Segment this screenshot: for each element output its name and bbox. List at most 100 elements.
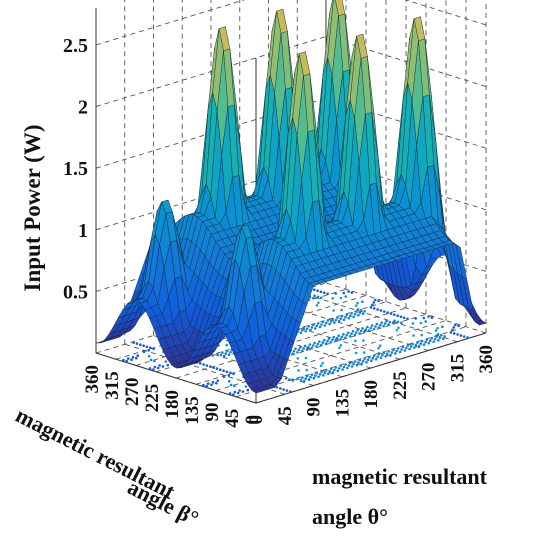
axis-edge [95, 352, 257, 404]
contour-point [359, 329, 363, 333]
contour-point [296, 351, 299, 354]
contour-point [316, 295, 320, 299]
contour-point [420, 339, 424, 343]
contour-point [436, 326, 439, 330]
contour-point [305, 348, 309, 351]
contour-point [327, 337, 331, 340]
contour-point [333, 368, 336, 372]
contour-point [371, 303, 374, 307]
contour-point [307, 378, 311, 382]
contour-point [316, 342, 320, 346]
contour-point [412, 334, 415, 337]
contour-point [302, 326, 306, 330]
contour-point [347, 364, 351, 367]
contour-point [307, 345, 310, 349]
contour-point [153, 365, 157, 369]
contour-point [211, 380, 215, 384]
contour-point [308, 343, 312, 346]
contour-point [395, 329, 399, 332]
contour-point [319, 290, 323, 294]
contour-point [304, 330, 308, 333]
contour-point [328, 322, 331, 326]
contour-point [387, 350, 390, 353]
contour-point [381, 354, 384, 357]
contour-point [422, 343, 426, 347]
contour-point [211, 354, 215, 357]
contour-point [385, 352, 389, 356]
contour-point [386, 311, 389, 314]
contour-point [215, 381, 218, 385]
contour-point [347, 290, 350, 293]
contour-point [321, 361, 324, 365]
contour-point [316, 289, 319, 293]
contour-point [350, 291, 354, 294]
contour-point [309, 375, 312, 379]
contour-point [311, 296, 315, 300]
contour-point [153, 359, 156, 363]
theta-tick-label: 315 [447, 354, 468, 383]
contour-point [391, 321, 395, 325]
contour-point [317, 301, 320, 305]
contour-point [389, 312, 393, 315]
contour-point [291, 352, 294, 356]
contour-point [378, 344, 382, 348]
contour-point [368, 355, 371, 359]
contour-point [241, 390, 245, 393]
grid-line [297, 291, 458, 343]
contour-point [349, 361, 352, 365]
contour-point [382, 351, 386, 355]
contour-point [299, 346, 302, 349]
contour-point [331, 338, 334, 342]
contour-point [339, 364, 343, 368]
contour-point [358, 358, 362, 362]
contour-point [285, 389, 289, 392]
contour-point [301, 376, 304, 379]
contour-point [401, 345, 405, 349]
contour-point [224, 352, 227, 355]
contour-point [435, 335, 438, 339]
contour-point [310, 346, 314, 350]
contour-point [354, 339, 357, 343]
contour-point [275, 386, 279, 389]
contour-point [382, 324, 385, 328]
contour-point [417, 344, 421, 348]
contour-point [233, 390, 237, 394]
contour-point [347, 316, 351, 320]
contour-point [456, 333, 459, 336]
contour-point [333, 321, 336, 324]
contour-point [332, 335, 336, 339]
grid-line [325, 36, 487, 88]
contour-point [366, 358, 370, 362]
contour-point [158, 364, 161, 367]
contour-point [361, 300, 364, 304]
contour-point [315, 304, 319, 307]
contour-point [336, 316, 339, 319]
contour-point [325, 369, 328, 372]
contour-point [408, 347, 411, 351]
contour-point [420, 333, 424, 337]
contour-point [279, 387, 282, 390]
contour-point [354, 351, 358, 355]
contour-point [449, 331, 453, 334]
contour-point [320, 323, 323, 326]
contour-point [312, 376, 316, 380]
theta-tick-label: 0 [246, 415, 267, 425]
contour-point [315, 371, 319, 375]
contour-point [299, 331, 303, 335]
contour-point [344, 295, 348, 298]
contour-point [406, 344, 410, 347]
contour-point [329, 320, 333, 323]
contour-point [452, 326, 456, 329]
contour-point [149, 346, 152, 350]
contour-point [331, 317, 334, 321]
contour-point [443, 335, 446, 338]
contour-point [365, 360, 368, 364]
contour-point [336, 369, 340, 373]
contour-point [227, 353, 231, 357]
contour-point [372, 327, 376, 331]
contour-point [358, 332, 361, 335]
beta-tick-label: 315 [102, 371, 123, 400]
contour-point [314, 327, 317, 330]
contour-point [312, 323, 315, 327]
contour-point [434, 329, 438, 333]
